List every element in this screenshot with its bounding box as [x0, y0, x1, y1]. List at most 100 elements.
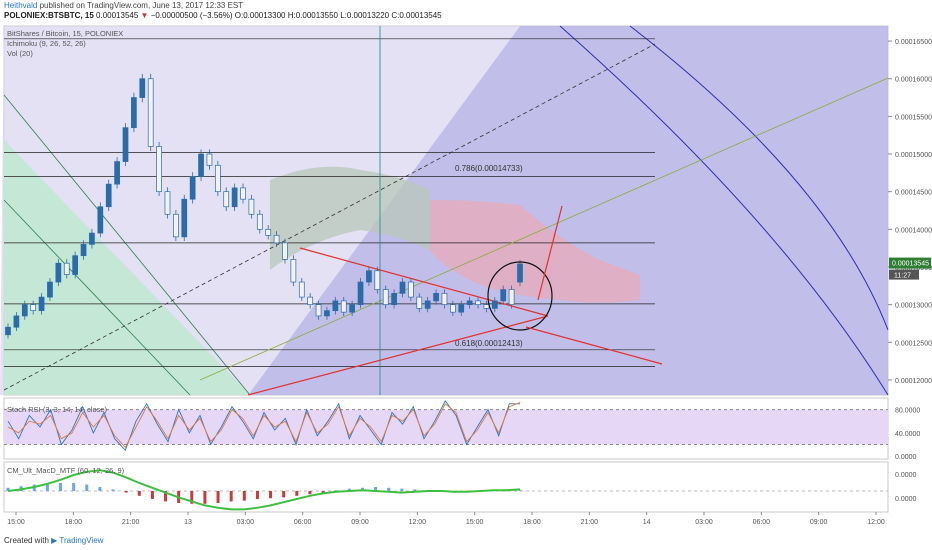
change-arrow-icon: ▼	[140, 11, 149, 20]
candle-body	[332, 300, 339, 312]
candle-body	[265, 228, 272, 236]
annotation-circle	[487, 261, 553, 331]
macd-histogram-bar	[203, 491, 207, 504]
candle-body	[223, 191, 230, 208]
candle-body	[55, 262, 62, 283]
time-tick-label: 06:00	[294, 519, 312, 526]
macd-histogram-bar	[413, 489, 417, 491]
candle-body	[374, 270, 381, 290]
green-zone-edge-1	[3, 94, 251, 396]
stoch-line	[7, 402, 521, 449]
last-price-tag	[889, 257, 931, 269]
candle-body	[273, 235, 280, 244]
candle-body	[122, 127, 129, 162]
candle-body	[324, 310, 330, 317]
candle-body	[483, 304, 490, 309]
time-tick-label: 03:00	[695, 519, 713, 526]
main-pane-title[interactable]: BitShares / Bitcoin, 15, POLONIEX	[7, 29, 124, 38]
price-tick-label: 0.00015000	[895, 152, 932, 159]
macd-histogram-bar	[164, 491, 168, 502]
macd-histogram-bar	[518, 490, 522, 491]
candle-body	[181, 198, 188, 238]
candle-body	[80, 244, 87, 257]
ichimoku-cloud-bull	[270, 166, 430, 270]
ichimoku-legend[interactable]: Ichimoku (9, 26, 52, 26)	[7, 39, 86, 48]
candle-body	[147, 78, 154, 147]
candle-body	[13, 315, 20, 328]
candle-body	[424, 300, 431, 309]
triangle-lower-line	[247, 315, 549, 396]
time-tick-label: 18:00	[523, 519, 541, 526]
price-tick-label: 0.00014500	[895, 190, 932, 197]
candle-body	[47, 281, 53, 298]
green-zone-edge-2	[3, 199, 191, 396]
macd-histogram-bar	[190, 491, 194, 504]
candle-body	[21, 304, 28, 317]
candle-body	[30, 304, 37, 312]
time-tick-label: 06:00	[753, 519, 771, 526]
candle-body	[290, 259, 297, 283]
macd-tick-label: 0.0000	[895, 496, 917, 503]
time-tick-label: 09:00	[810, 519, 828, 526]
candle-body	[408, 281, 414, 298]
macd-histogram-bar	[242, 491, 246, 501]
price-tick-label: 0.00012500	[895, 340, 932, 347]
time-tick-label: 15:00	[7, 519, 25, 526]
symbol-name: POLONIEX:BTSBTC, 15	[4, 11, 94, 20]
macd-tick-label: 0.0000	[895, 472, 917, 479]
time-tick-label: 21:00	[581, 519, 599, 526]
annotation-arrow-1	[537, 205, 563, 301]
stoch-tick-label: 0.0000	[895, 454, 917, 461]
macd-histogram-bar	[400, 488, 404, 491]
stoch-tick-label: 40.0000	[895, 431, 920, 438]
candle-body	[72, 255, 78, 275]
candle-body	[256, 213, 263, 230]
candle-body	[214, 164, 221, 193]
candle-body	[399, 281, 406, 294]
candle-body	[450, 304, 456, 313]
candle-body	[349, 304, 355, 313]
macd-histogram-bar	[111, 489, 115, 491]
dashed-trend-line	[3, 43, 656, 391]
macd-histogram-bar	[229, 491, 233, 502]
time-tick-label: 12:00	[409, 519, 427, 526]
publish-text: published on TradingView.com, June 13, 2…	[39, 1, 244, 10]
candle-body	[466, 300, 473, 305]
gann-arc-2	[629, 25, 889, 331]
fib-label: 0.618(0.00012413)	[455, 339, 523, 348]
volume-legend[interactable]: Vol (20)	[7, 49, 33, 58]
macd-legend[interactable]: CM_Ult_MacD_MTF (60, 12, 26, 9)	[7, 466, 125, 475]
candle-body	[105, 183, 112, 208]
candle-body	[416, 296, 423, 309]
fib-label: 0.786(0.00014733)	[455, 164, 523, 173]
change-value: −0.00000500 (−3.56%)	[150, 11, 233, 20]
candle-body	[282, 242, 288, 260]
candle-body	[517, 263, 523, 283]
last-price: 0.00013545	[96, 11, 139, 20]
macd-histogram-bar	[124, 491, 128, 493]
candle-body	[458, 304, 465, 313]
symbol-bar: POLONIEX:BTSBTC, 15 0.00013545 ▼ −0.0000…	[4, 11, 442, 20]
stoch-legend[interactable]: Stoch RSI (3, 3, 14, 14, close)	[7, 405, 108, 414]
stoch-line	[7, 400, 520, 452]
candle-body	[114, 161, 120, 185]
candle-body	[508, 289, 515, 305]
macd-histogram-bar	[255, 491, 259, 499]
macd-line	[7, 469, 521, 511]
created-with-text: Created with	[4, 536, 49, 545]
ohlc-values: O:0.00013300 H:0.00013550 L:0.00013220 C…	[234, 11, 442, 20]
author-link[interactable]: Heithvald	[4, 1, 38, 10]
macd-histogram-bar	[137, 491, 141, 496]
macd-histogram-bar	[59, 483, 63, 491]
macd-histogram-bar	[269, 491, 273, 499]
candle-body	[441, 292, 448, 305]
ichimoku-cloud-bear	[430, 200, 640, 303]
countdown-tag	[889, 269, 919, 280]
tradingview-logo-icon[interactable]: ▶ TradingView	[51, 536, 104, 545]
candle-body	[164, 191, 171, 215]
candle-body	[357, 281, 364, 305]
candle-body	[131, 97, 137, 129]
candle-body	[89, 232, 95, 245]
candle-body	[382, 289, 389, 305]
